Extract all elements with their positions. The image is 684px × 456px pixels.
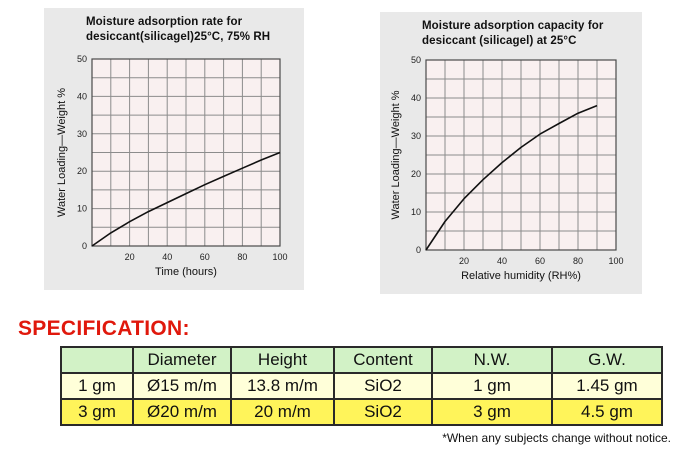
x-tick-label: 60 [200, 252, 210, 262]
adsorption-rate-chart: 20 40 60 80 100 0 10 20 30 40 50 Time (hours) Water … [44, 8, 304, 290]
adsorption-capacity-plot: 20 40 60 80 100 0 10 20 30 40 50 Relative humidity … [390, 55, 624, 282]
y-tick-label: 40 [77, 91, 87, 101]
y-tick-label: 30 [77, 129, 87, 139]
change-notice: *When any subjects change without notice… [442, 431, 671, 445]
table-cell: Ø15 m/m [132, 372, 232, 400]
header-cell: Height [230, 346, 335, 374]
y-axis-label: Water Loading—Weight % [390, 90, 402, 219]
y-tick-label: 0 [416, 245, 421, 255]
table-header-row: Diameter Height Content N.W. G.W. [60, 346, 663, 374]
x-tick-label: 80 [573, 256, 583, 266]
x-axis-label: Relative humidity (RH%) [461, 270, 581, 282]
table-row: 3 gm Ø20 m/m 20 m/m SiO2 3 gm 4.5 gm [60, 398, 663, 426]
header-cell: Diameter [132, 346, 232, 374]
x-tick-label: 60 [535, 256, 545, 266]
header-cell [60, 346, 134, 374]
table-cell: 20 m/m [230, 398, 335, 426]
x-tick-label: 80 [237, 252, 247, 262]
x-tick-label: 100 [608, 256, 623, 266]
y-tick-label: 50 [411, 55, 421, 65]
table-row: 1 gm Ø15 m/m 13.8 m/m SiO2 1 gm 1.45 gm [60, 372, 663, 400]
table-cell: 3 gm [431, 398, 553, 426]
table-cell: 13.8 m/m [230, 372, 335, 400]
series-line [425, 104, 598, 251]
y-tick-label: 30 [411, 131, 421, 141]
y-axis-label: Water Loading—Weight % [56, 88, 68, 217]
table-cell: 1.45 gm [551, 372, 663, 400]
table-cell: SiO2 [333, 372, 433, 400]
table-cell: SiO2 [333, 398, 433, 426]
x-tick-label: 40 [497, 256, 507, 266]
header-cell: G.W. [551, 346, 663, 374]
plot-border [425, 59, 617, 251]
chart-title: Moisture adsorption rate for desiccant(s… [86, 16, 271, 43]
series-line [91, 151, 281, 247]
header-cell: N.W. [431, 346, 553, 374]
chart-title: Moisture adsorption capacity for desicca… [422, 20, 604, 47]
y-tick-label: 20 [77, 166, 87, 176]
table-cell: 1 gm [431, 372, 553, 400]
y-tick-label: 50 [77, 54, 87, 64]
specification-table: Diameter Height Content N.W. G.W. 1 gm Ø… [60, 346, 663, 426]
table-cell: Ø20 m/m [132, 398, 232, 426]
table-cell: 3 gm [60, 398, 134, 426]
table-cell: 1 gm [60, 372, 134, 400]
y-tick-label: 10 [411, 207, 421, 217]
table-cell: 4.5 gm [551, 398, 663, 426]
x-tick-label: 100 [272, 252, 287, 262]
adsorption-capacity-chart: 20 40 60 80 100 0 10 20 30 40 50 Relative humidity … [380, 12, 642, 294]
y-tick-label: 20 [411, 169, 421, 179]
y-tick-label: 0 [82, 241, 87, 251]
x-tick-label: 40 [162, 252, 172, 262]
y-tick-label: 10 [77, 204, 87, 214]
x-tick-label: 20 [459, 256, 469, 266]
header-cell: Content [333, 346, 433, 374]
x-tick-label: 20 [125, 252, 135, 262]
adsorption-rate-plot: 20 40 60 80 100 0 10 20 30 40 50 Time (hours) Water … [56, 54, 288, 278]
x-axis-label: Time (hours) [155, 266, 217, 278]
specification-title: SPECIFICATION: [18, 317, 190, 340]
y-tick-label: 40 [411, 93, 421, 103]
